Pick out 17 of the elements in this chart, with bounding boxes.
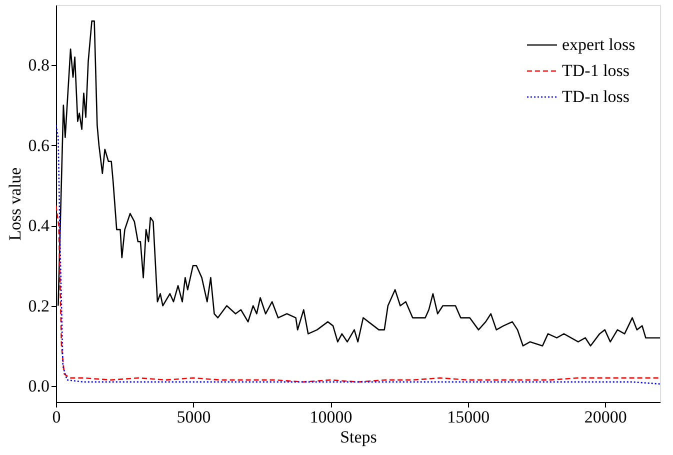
x-axis-title: Steps — [340, 428, 377, 446]
y-axis-title: Loss value — [5, 167, 24, 241]
y-tick-label: 0.0 — [28, 376, 50, 396]
x-tick-label: 0 — [52, 408, 61, 426]
y-tick-label: 0.6 — [28, 136, 50, 155]
x-tick-label: 10000 — [310, 408, 352, 426]
legend-label: TD-1 loss — [562, 61, 630, 80]
y-tick-label: 0.4 — [28, 216, 50, 236]
y-tick-label: 0.8 — [28, 56, 50, 75]
y-tick-label: 0.2 — [28, 296, 50, 316]
legend-label: TD-n loss — [562, 87, 630, 106]
legend-label: expert loss — [562, 35, 636, 54]
line-series — [56, 124, 660, 385]
line-series — [56, 204, 660, 383]
x-tick-label: 20000 — [584, 408, 627, 426]
x-tick-label: 15000 — [447, 408, 490, 426]
x-tick-label: 5000 — [176, 408, 211, 426]
